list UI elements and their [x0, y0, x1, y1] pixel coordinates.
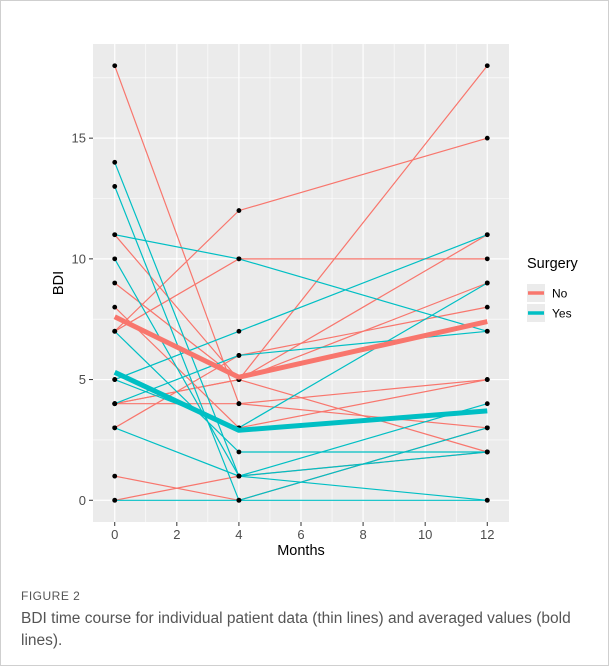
data-point: [112, 497, 118, 503]
data-point: [236, 256, 242, 262]
x-tick-label: 6: [297, 527, 304, 542]
data-point: [112, 328, 118, 334]
mean-line-no: [113, 314, 488, 380]
data-point: [112, 63, 118, 69]
data-point: [236, 353, 242, 358]
data-point: [484, 256, 490, 262]
data-point: [484, 135, 490, 141]
data-point: [484, 497, 490, 503]
data-point: [484, 401, 490, 407]
x-tick-label: 4: [235, 527, 242, 542]
data-point: [236, 449, 242, 455]
data-point: [112, 159, 118, 165]
figure-label: FIGURE 2: [21, 589, 81, 603]
x-tick-label: 8: [359, 527, 366, 542]
data-point: [484, 63, 490, 69]
legend-label-no: No: [552, 287, 568, 301]
data-point: [484, 328, 490, 334]
y-tick-label: 15: [72, 131, 86, 146]
legend-title: Surgery: [527, 256, 579, 272]
data-point: [236, 328, 242, 334]
x-tick-label: 10: [418, 527, 432, 542]
data-point: [236, 208, 242, 213]
data-point: [112, 184, 118, 189]
bdi-line-chart: 0 2 4 6 8 10 12 0 5 10 15 Months BDI Surgery No Yes: [51, 44, 579, 559]
data-point: [484, 304, 490, 310]
x-tick-label: 2: [173, 527, 180, 542]
data-point: [112, 280, 118, 286]
data-point: [236, 473, 242, 479]
legend-label-yes: Yes: [552, 307, 572, 321]
data-point: [484, 449, 490, 455]
data-point: [112, 232, 118, 238]
data-point: [112, 473, 118, 479]
data-point: [112, 256, 118, 262]
data-point: [484, 377, 490, 382]
figure-caption: BDI time course for individual patient d…: [21, 610, 571, 649]
data-point: [484, 280, 490, 286]
data-point: [484, 232, 490, 238]
data-point: [236, 497, 242, 503]
y-tick-label: 5: [79, 372, 86, 387]
data-point: [112, 304, 118, 310]
y-axis-title: BDI: [51, 271, 67, 295]
mean-line-yes: [113, 370, 488, 433]
y-tick-label: 10: [72, 251, 86, 266]
x-tick-label: 12: [480, 527, 494, 542]
y-tick-label: 0: [79, 493, 86, 508]
x-tick-label: 0: [111, 527, 118, 542]
data-point: [112, 377, 118, 382]
data-point: [112, 425, 118, 431]
data-point: [112, 401, 118, 407]
data-point: [484, 425, 490, 431]
data-point: [236, 401, 242, 407]
x-axis-title: Months: [277, 543, 325, 559]
